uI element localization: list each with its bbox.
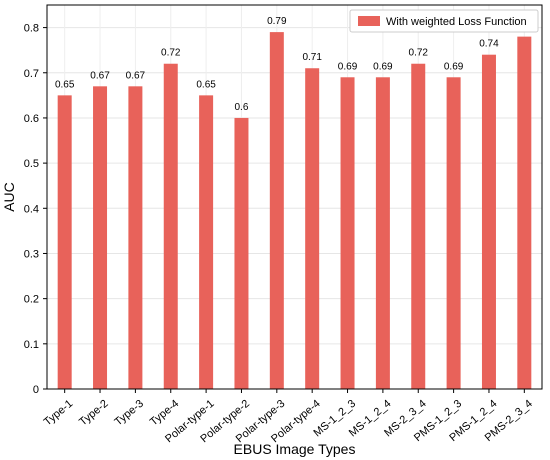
plot-frame [46, 4, 543, 390]
bar-ms-1_2_3 [340, 77, 355, 390]
bar-value-label: 0.72 [161, 48, 181, 59]
x-tick-label: Type-2 [77, 398, 110, 429]
bar-polar-type-3 [269, 32, 284, 389]
bar-pms-2_3_4 [517, 36, 532, 389]
bar-pms-1_2_3 [446, 77, 461, 390]
x-tick-label: Type-1 [42, 398, 75, 429]
y-tick-label: 0.7 [24, 68, 39, 80]
x-axis-ticks: Type-1 Type-2 Type-3 Type-4Polar-type-1Pola… [42, 389, 535, 445]
y-tick-label: 0.8 [24, 23, 39, 35]
legend-box [349, 9, 539, 33]
bar-value-label: 0.65 [196, 79, 216, 90]
bar-value-label: 0.79 [267, 16, 287, 27]
y-tick-label: 0.1 [24, 339, 39, 351]
bar-value-label: 0.67 [126, 70, 146, 81]
bar-type-2 [93, 86, 108, 389]
bar-value-label: 0.69 [444, 61, 464, 72]
bar-polar-type-1 [199, 95, 214, 390]
bar-polar-type-2 [234, 117, 249, 390]
bar-type-1 [57, 95, 72, 390]
bar-ms-2_3_4 [411, 63, 426, 390]
bars [57, 32, 532, 390]
grid-lines [47, 5, 542, 390]
bar-value-label: 0.71 [302, 52, 322, 63]
legend: With weighted Loss Function [349, 9, 539, 33]
x-axis-title: EBUS Image Types [234, 441, 356, 457]
bar-polar-type-4 [305, 68, 320, 389]
y-tick-label: 0.2 [24, 294, 39, 306]
bar-value-label: 0.72 [409, 48, 429, 59]
bar-value-label: 0.69 [373, 61, 393, 72]
legend-swatch [358, 16, 380, 26]
bar-value-label: 0.74 [479, 39, 499, 50]
bar-value-label: 0.67 [90, 70, 110, 81]
bar-pms-1_2_4 [481, 54, 496, 389]
bar-ms-1_2_4 [375, 77, 390, 390]
y-axis-title: AUC [1, 182, 17, 212]
bar-value-label: 0.69 [338, 61, 358, 72]
y-tick-label: 0.4 [24, 203, 39, 215]
y-axis-ticks: 0 0.1 0.2 0.3 0.4 0.5 0.6 0.7 0.8 [24, 23, 47, 396]
bar-type-4 [163, 63, 178, 390]
bar-value-label: 0.6 [235, 102, 249, 113]
y-tick-label: 0 [33, 384, 39, 396]
bar-type-3 [128, 86, 143, 389]
x-tick-label: Type-3 [112, 398, 145, 429]
bar-value-label: 0.65 [55, 79, 75, 90]
legend-label: With weighted Loss Function [386, 16, 527, 28]
y-tick-label: 0.3 [24, 248, 39, 260]
y-tick-label: 0.6 [24, 113, 39, 125]
y-tick-label: 0.5 [24, 158, 39, 170]
